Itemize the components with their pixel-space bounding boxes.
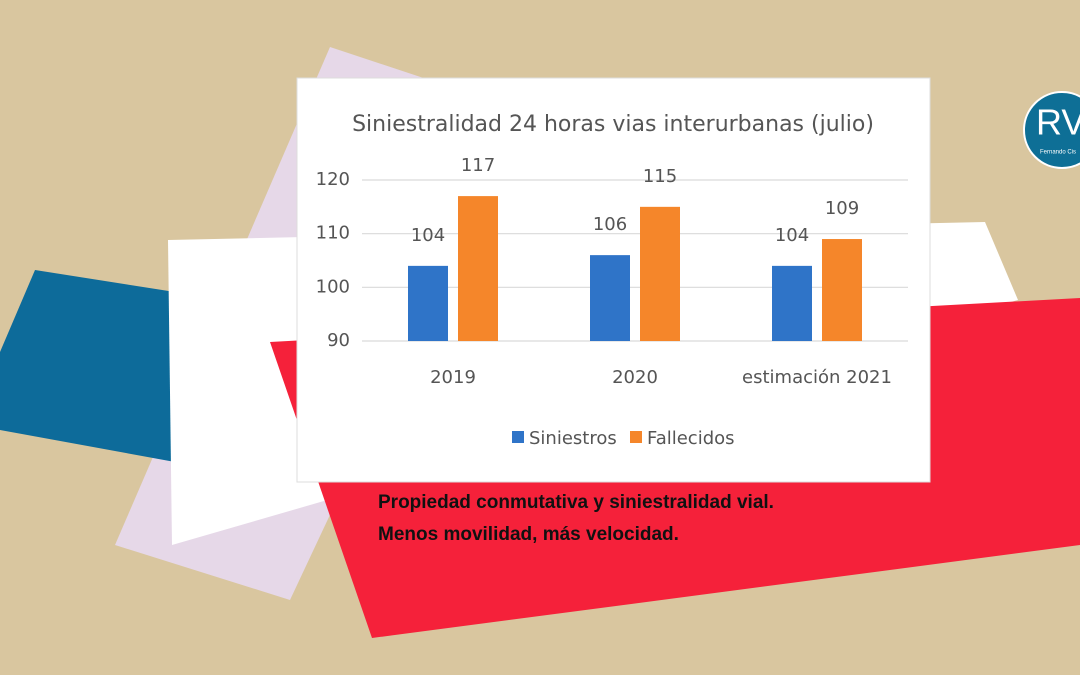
logo-circle bbox=[1023, 91, 1080, 169]
data-label: 117 bbox=[461, 155, 495, 176]
data-label: 104 bbox=[775, 225, 809, 246]
data-label: 109 bbox=[825, 198, 859, 219]
bar bbox=[822, 239, 862, 341]
y-tick-label: 120 bbox=[316, 169, 350, 190]
legend-swatch bbox=[512, 431, 524, 443]
y-tick-label: 100 bbox=[316, 276, 350, 297]
bar bbox=[640, 206, 680, 341]
x-tick-label: 2020 bbox=[612, 367, 658, 388]
logo-initials: RV bbox=[1036, 102, 1080, 143]
bar bbox=[772, 265, 812, 341]
blue-shape bbox=[0, 270, 175, 462]
bar bbox=[458, 196, 498, 341]
data-label: 104 bbox=[411, 225, 445, 246]
legend-swatch bbox=[630, 431, 642, 443]
data-label: 106 bbox=[593, 214, 627, 235]
x-tick-label: estimación 2021 bbox=[742, 367, 892, 388]
bar bbox=[590, 255, 630, 341]
data-label: 115 bbox=[643, 166, 677, 187]
chart-title: Siniestralidad 24 horas vias interurbana… bbox=[352, 112, 874, 137]
bar bbox=[408, 265, 448, 341]
y-tick-label: 110 bbox=[316, 223, 350, 244]
caption-line: Menos movilidad, más velocidad. bbox=[378, 524, 679, 545]
x-tick-label: 2019 bbox=[430, 367, 476, 388]
legend-label: Siniestros bbox=[529, 428, 617, 449]
logo-name: Fernando Cis bbox=[1040, 150, 1076, 156]
legend-label: Fallecidos bbox=[647, 428, 735, 449]
y-tick-label: 90 bbox=[327, 330, 350, 351]
caption-line: Propiedad conmutativa y siniestralidad v… bbox=[378, 492, 774, 513]
